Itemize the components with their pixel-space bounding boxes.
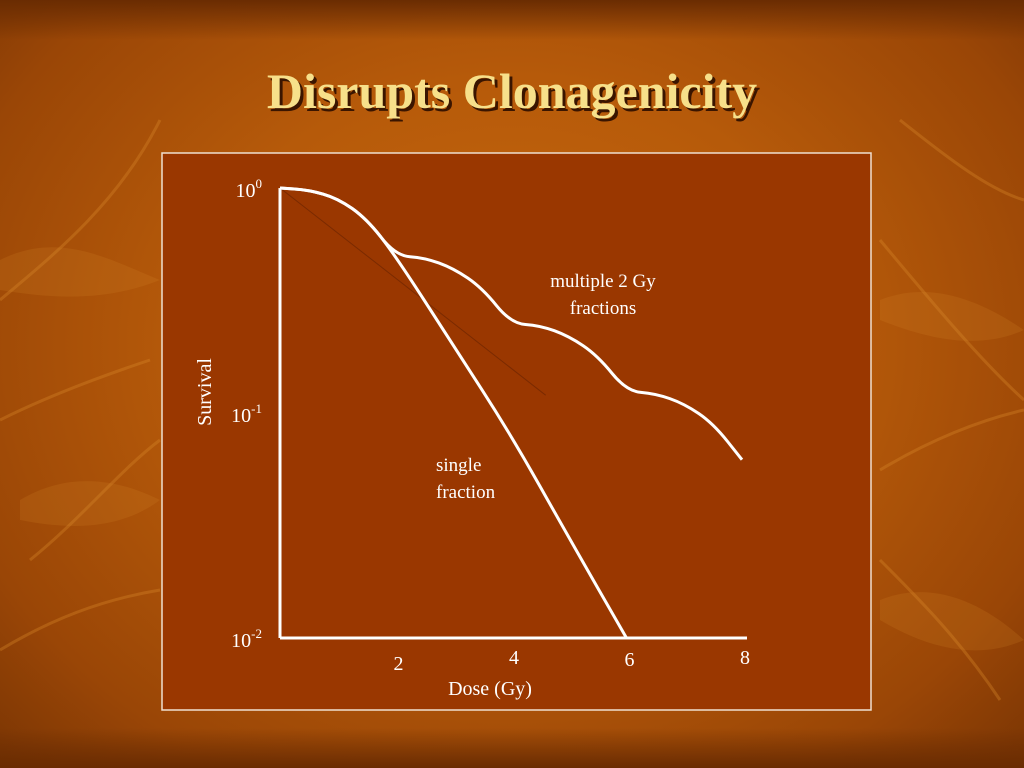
slide-title: Disrupts Clonagenicity	[266, 63, 758, 119]
x-axis-label: Dose (Gy)	[448, 678, 532, 700]
top-shade	[0, 0, 1024, 40]
bottom-shade	[0, 728, 1024, 768]
y-tick-label: 10-1	[231, 401, 262, 427]
series-label: fractions	[570, 298, 636, 319]
y-tick-label: 10-2	[231, 626, 262, 652]
x-tick-label: 2	[394, 653, 404, 675]
series-multiple-fractions-line	[279, 186, 744, 461]
series-label: fraction	[436, 482, 496, 503]
x-tick-label: 8	[740, 647, 750, 669]
chart-panel	[161, 152, 872, 711]
series-label: single	[436, 455, 481, 476]
x-tick-label: 6	[625, 649, 635, 671]
y-axis-label: Survival	[194, 358, 216, 426]
x-tick-label: 4	[509, 647, 519, 669]
series-label: multiple 2 Gy	[550, 271, 656, 292]
y-tick-label: 100	[236, 176, 263, 202]
chart-plot: 100 10-1 10-2 2 4 6 8 Dose (Gy) Survival single fr…	[194, 176, 750, 700]
reference-line	[279, 187, 546, 396]
